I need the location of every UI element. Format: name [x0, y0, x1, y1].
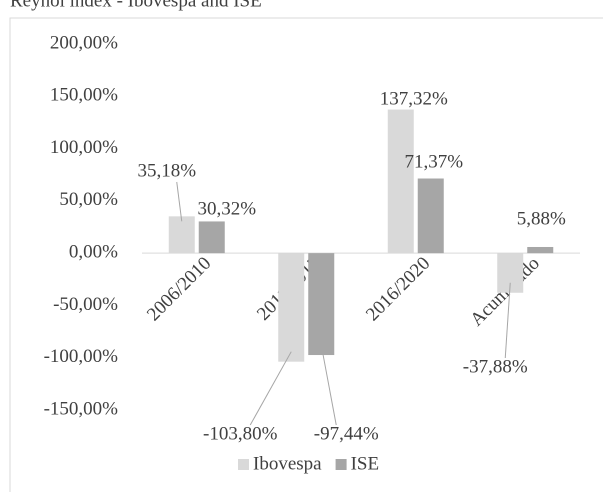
y-tick-label: 200,00%	[50, 32, 118, 53]
legend-label: ISE	[351, 453, 380, 474]
bar	[198, 221, 225, 254]
bar	[168, 216, 195, 254]
leader-line	[320, 344, 337, 426]
bar	[417, 178, 444, 254]
y-tick-label: -100,00%	[44, 346, 119, 367]
y-tick-label: 100,00%	[50, 137, 118, 158]
y-tick-label: 150,00%	[50, 85, 118, 106]
chart-frame	[9, 17, 603, 492]
bar	[308, 253, 335, 356]
x-tick-label: 2016/2020	[362, 253, 434, 325]
data-label: 5,88%	[517, 208, 566, 229]
data-label: -97,44%	[314, 423, 379, 444]
x-tick-label: 2006/2010	[143, 253, 215, 325]
y-tick-label: 50,00%	[59, 189, 118, 210]
leader-line	[249, 351, 292, 426]
data-label: 30,32%	[197, 198, 256, 219]
y-tick-label: -50,00%	[53, 294, 118, 315]
bar	[387, 109, 414, 254]
data-label: 71,37%	[404, 151, 463, 172]
data-label: 35,18%	[137, 160, 196, 181]
legend-label: Ibovespa	[253, 453, 322, 474]
chart-title: Reynol index - Ibovespa and ISE	[10, 0, 262, 11]
data-label: -103,80%	[203, 423, 278, 444]
data-label: -37,88%	[463, 356, 528, 377]
bar	[527, 246, 554, 254]
leader-line	[504, 282, 511, 359]
leader-line	[176, 181, 183, 222]
y-tick-label: -150,00%	[44, 398, 119, 419]
legend-swatch	[238, 459, 249, 470]
data-label: 137,32%	[380, 88, 448, 109]
y-tick-label: 0,00%	[69, 242, 118, 263]
bar	[278, 253, 305, 362]
legend-swatch	[335, 459, 347, 470]
